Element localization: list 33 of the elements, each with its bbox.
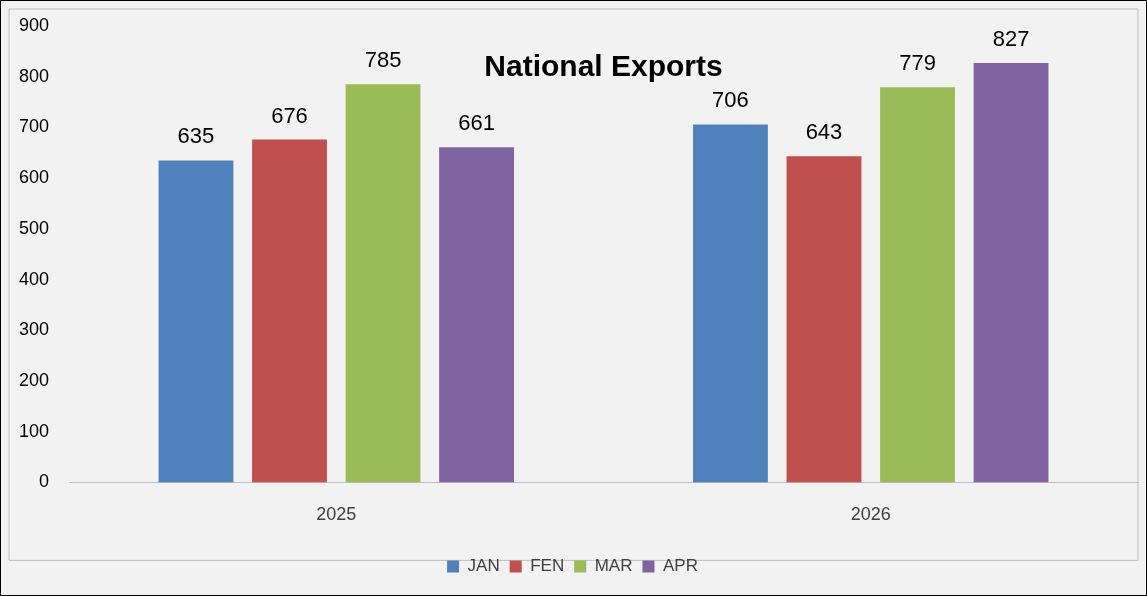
bar — [252, 139, 327, 483]
y-tick-label: 500 — [18, 217, 50, 238]
data-label: 785 — [364, 47, 402, 73]
bar — [880, 87, 955, 483]
data-label: 643 — [805, 119, 843, 145]
y-tick-label: 100 — [18, 420, 50, 441]
y-tick-label: 400 — [18, 268, 50, 289]
y-tick-label: 700 — [18, 116, 50, 137]
bar — [158, 160, 234, 483]
legend-label: JAN — [467, 556, 500, 576]
data-label: 779 — [899, 50, 936, 76]
bar — [439, 147, 514, 483]
bar — [973, 63, 1049, 483]
y-tick-label: 200 — [18, 369, 50, 390]
bar — [693, 124, 768, 483]
y-tick-label: 900 — [18, 14, 50, 35]
x-tick-label: 2025 — [316, 504, 357, 525]
legend-label: MAR — [594, 556, 633, 576]
legend-label: APR — [662, 556, 698, 576]
data-label: 661 — [458, 110, 495, 136]
data-label: 676 — [271, 102, 308, 128]
bar — [345, 84, 421, 483]
y-tick-label: 0 — [39, 471, 50, 492]
bar — [786, 156, 862, 483]
y-tick-label: 300 — [18, 319, 50, 340]
data-label: 635 — [177, 123, 215, 149]
data-label: 706 — [712, 87, 749, 113]
legend-label: FEN — [530, 556, 565, 576]
data-label: 827 — [992, 26, 1030, 52]
y-tick-label: 800 — [18, 65, 50, 86]
text: National Exports — [484, 49, 723, 83]
y-tick-label: 600 — [18, 167, 50, 188]
x-tick-label: 2026 — [850, 504, 891, 525]
